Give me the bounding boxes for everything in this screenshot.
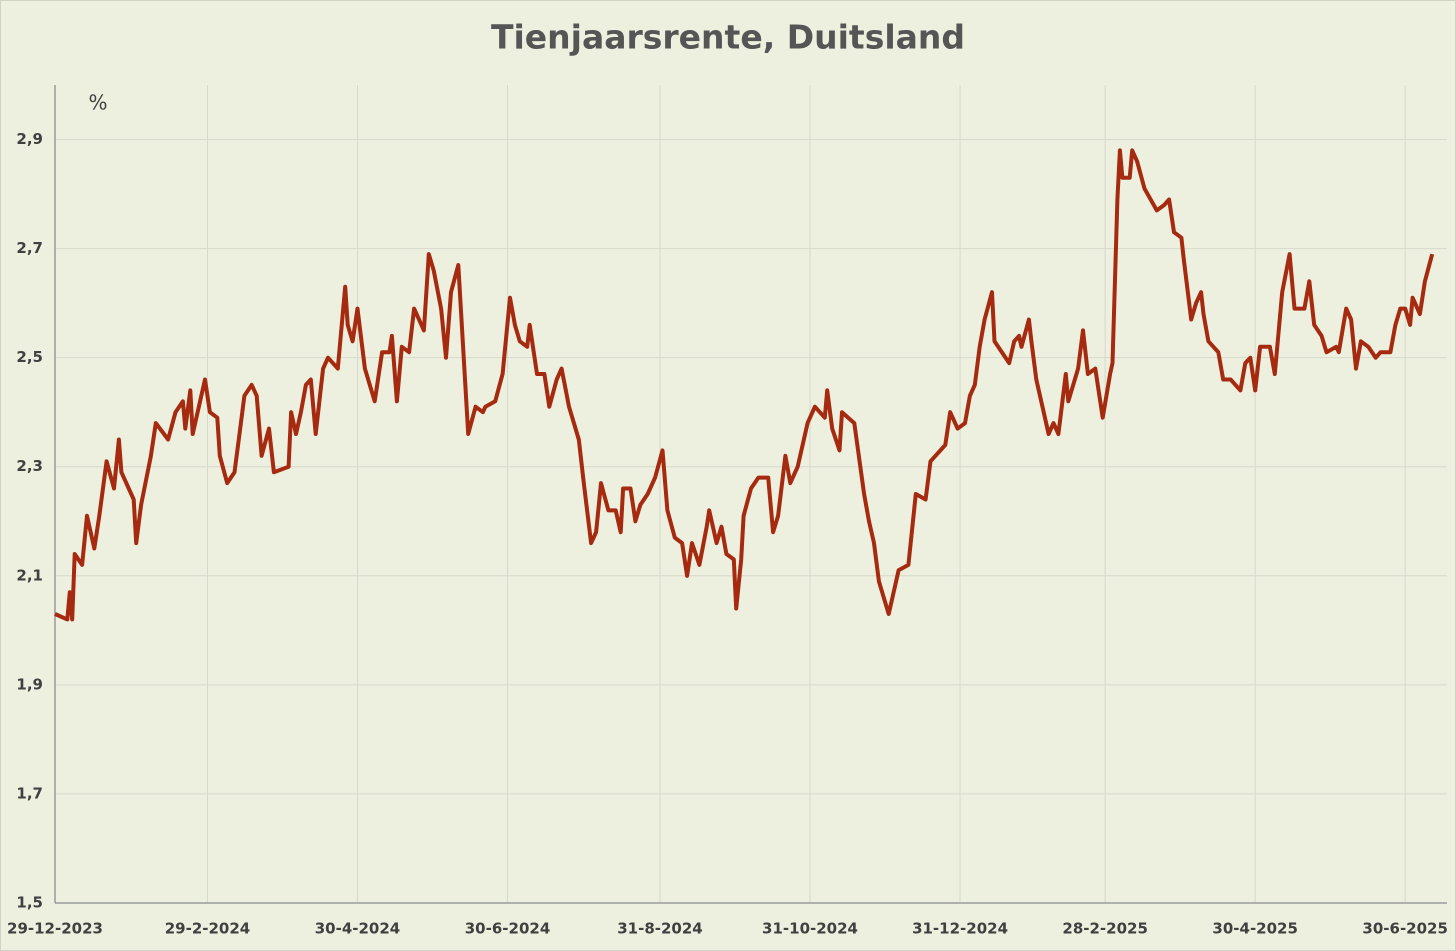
- y-tick-label: 2,1: [16, 566, 43, 584]
- x-tick-label: 31-8-2024: [617, 920, 703, 938]
- data-line: [54, 148, 1435, 622]
- x-tick-label: 29-12-2023: [7, 920, 103, 938]
- x-tick-label: 31-10-2024: [762, 920, 858, 938]
- x-tick-label: 30-6-2025: [1362, 920, 1448, 938]
- y-tick-label: 2,3: [16, 457, 43, 475]
- y-tick-label: 2,7: [16, 239, 43, 257]
- x-tick-label: 28-2-2025: [1062, 920, 1148, 938]
- x-tick-label: 31-12-2024: [912, 920, 1008, 938]
- x-tick-label: 30-4-2025: [1212, 920, 1298, 938]
- x-tick-label: 30-6-2024: [465, 920, 551, 938]
- y-unit: %: [88, 91, 107, 115]
- y-tick-label: 1,7: [16, 784, 43, 802]
- x-tick-label: 30-4-2024: [315, 920, 401, 938]
- y-tick-label: 1,9: [16, 675, 43, 693]
- chart-title: Tienjaarsrente, Duitsland: [491, 18, 965, 57]
- y-tick-label: 2,9: [16, 130, 43, 148]
- x-tick-label: 29-2-2024: [165, 920, 251, 938]
- y-tick-label: 1,5: [16, 894, 43, 912]
- y-tick-label: 2,5: [16, 348, 43, 366]
